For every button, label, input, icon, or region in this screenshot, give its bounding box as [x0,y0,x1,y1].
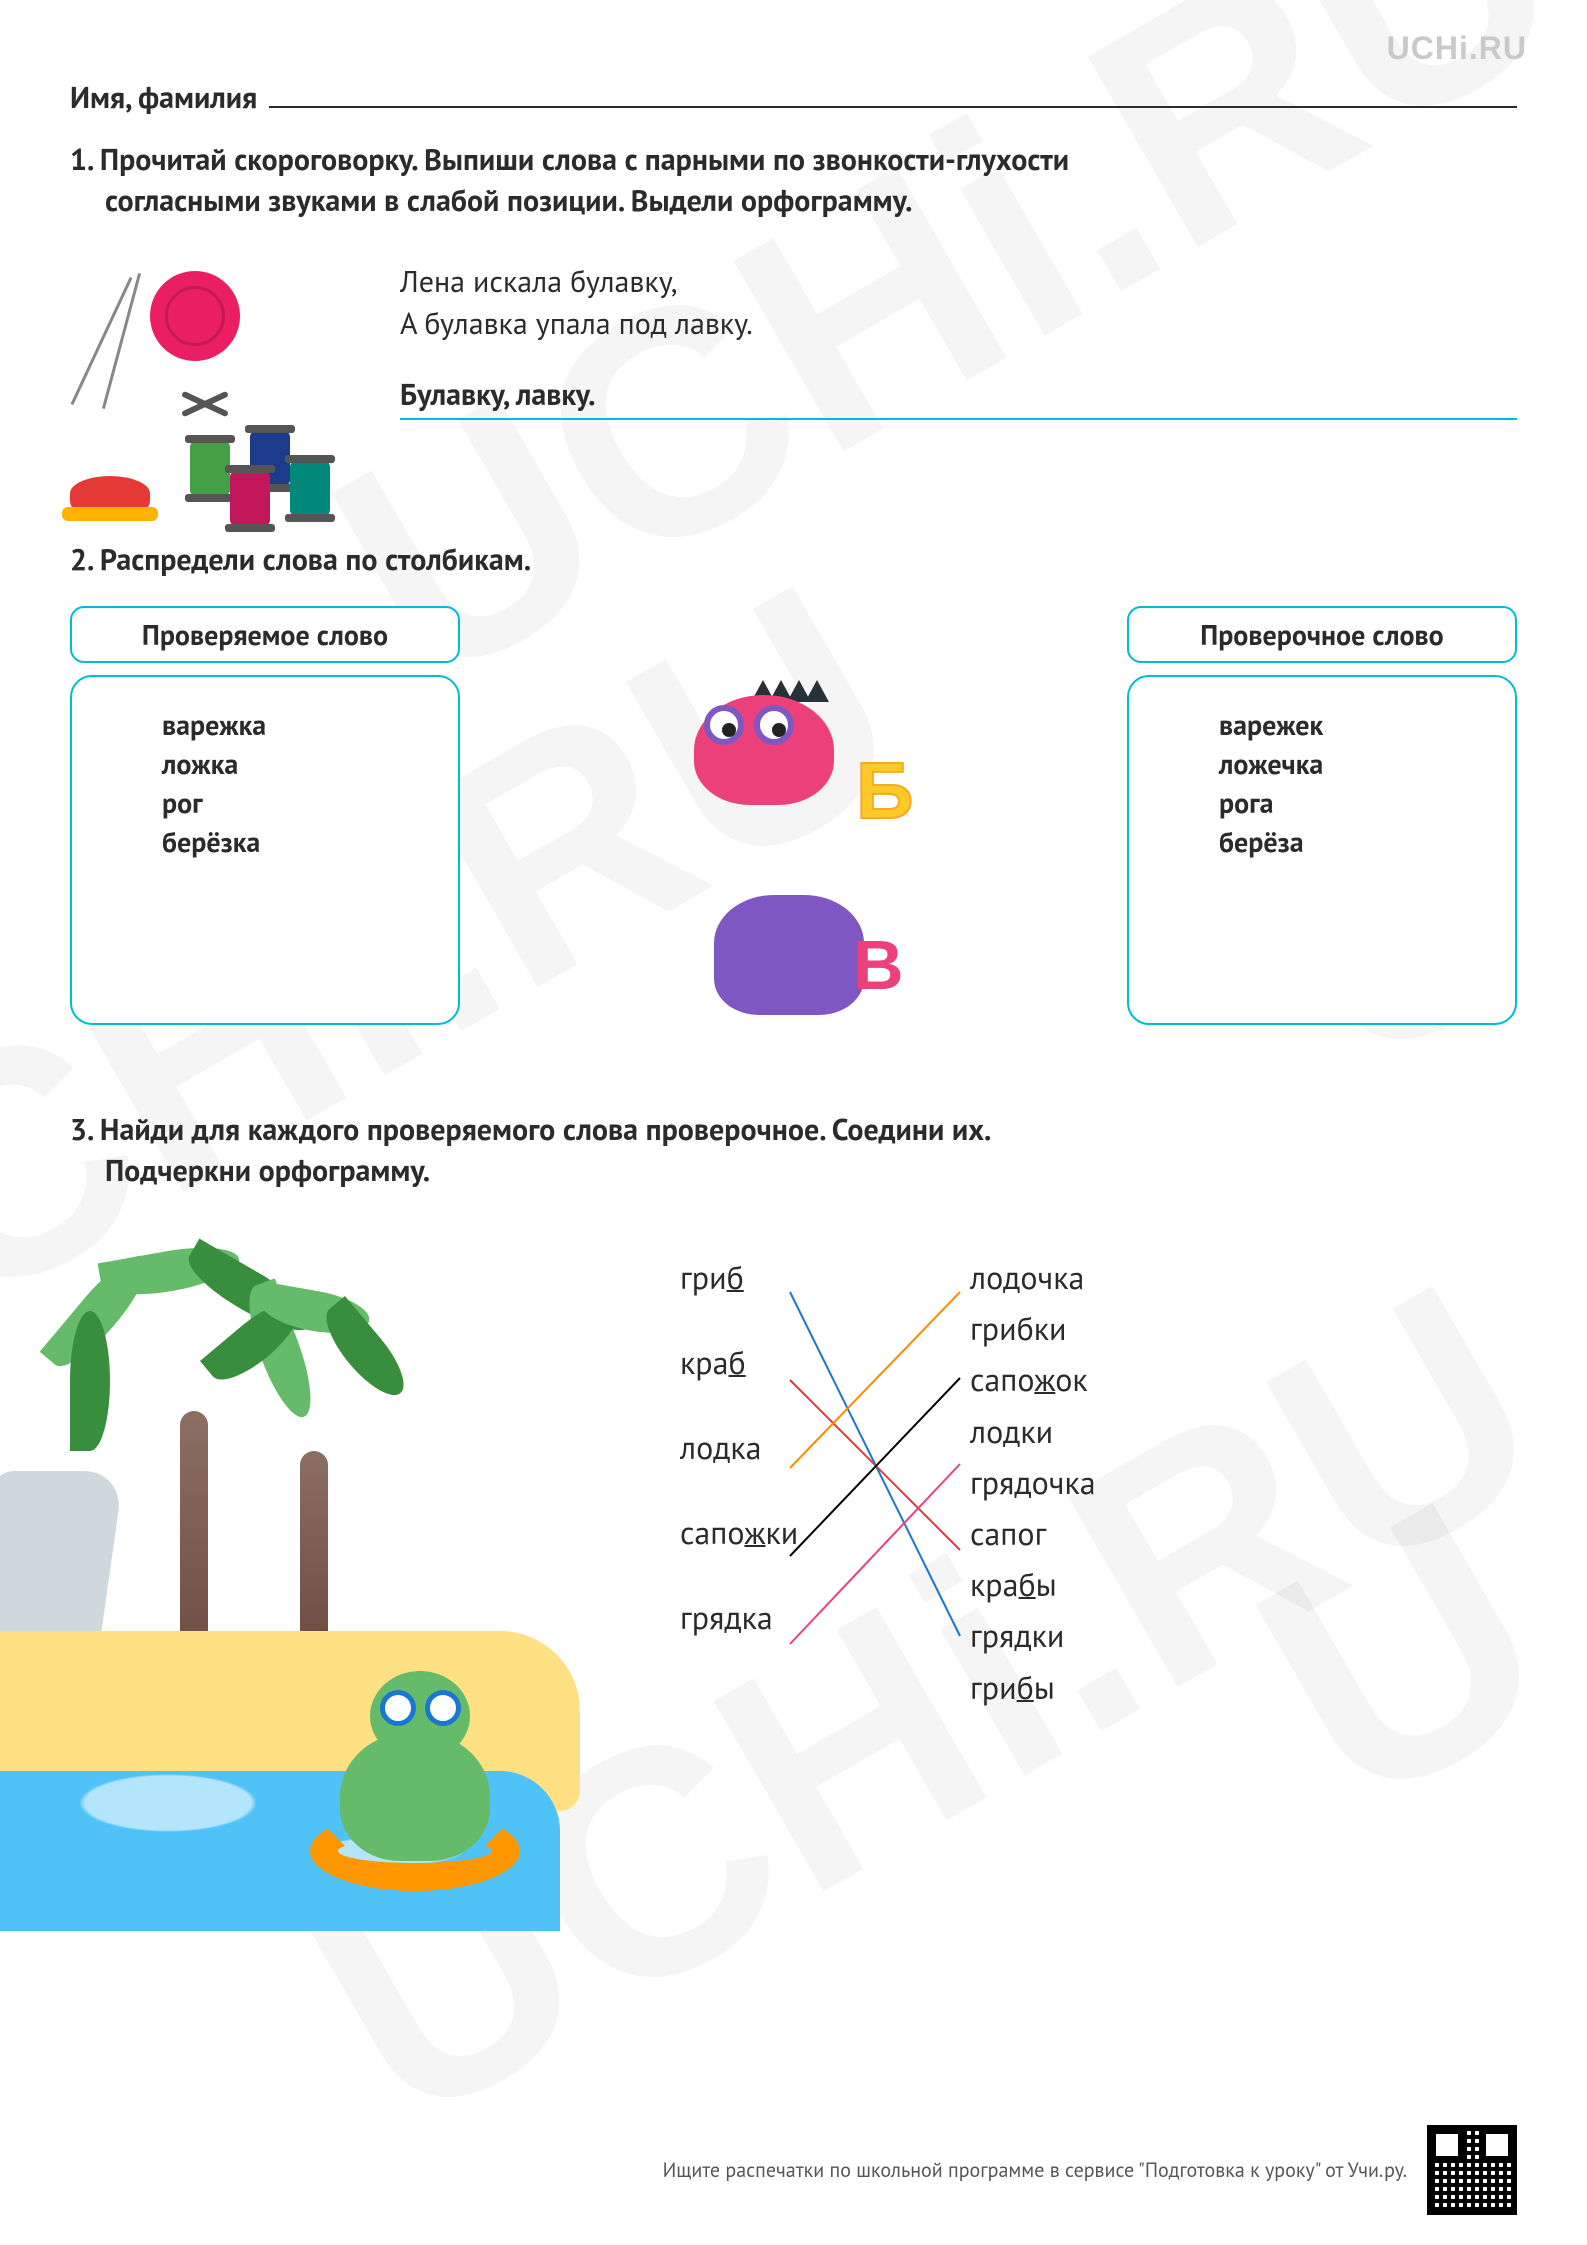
match-word[interactable]: сапожок [970,1358,1096,1401]
column-right: Проверочное слово варежекложечкарогаберё… [1127,606,1517,1025]
match-word[interactable]: краб [680,1341,798,1383]
word-item: ложечка [1219,744,1495,783]
task1-title-line1: 1. Прочитай скороговорку. Выпиши слова с… [70,140,1069,179]
footer-text: Ищите распечатки по школьной программе в… [663,2157,1407,2183]
qr-code-icon [1427,2125,1517,2215]
word-match-area[interactable]: гриб краб лодка сапожки грядка лодочка грибки… [640,1231,1517,1931]
yarn-ball-icon [150,271,240,361]
thread-spool-icon [290,461,330,516]
palm-leaves-icon [200,1291,460,1491]
column-left: Проверяемое слово варежкаложкарогберёзка [70,606,460,1025]
name-field-row: Имя, фамилия [70,78,1517,117]
match-word[interactable]: лодки [970,1410,1096,1453]
dino-body-icon [714,895,864,1015]
pincushion-icon [70,476,150,511]
column-left-box[interactable]: варежкаложкарогберёзка [70,675,460,1025]
match-word[interactable]: грядки [970,1614,1096,1657]
match-word[interactable]: крабы [970,1563,1096,1606]
name-label: Имя, фамилия [70,78,257,117]
match-word[interactable]: гриб [680,1256,798,1298]
task1-title: 1. Прочитай скороговорку. Выпиши слова с… [70,140,1517,221]
poem-line: А булавка упала под лавку. [400,303,1517,345]
name-input-line[interactable] [269,78,1517,108]
page-footer: Ищите распечатки по школьной программе в… [663,2125,1517,2215]
match-word[interactable]: сапожки [680,1511,798,1553]
task1-title-line2: согласными звуками в слабой позиции. Выд… [70,181,1517,222]
match-word[interactable]: грядочка [970,1461,1096,1504]
task3-title: 3. Найди для каждого проверяемого слова … [70,1110,1517,1191]
task-2: 2. Распредели слова по столбикам. Провер… [70,540,1517,1025]
task2-title: 2. Распредели слова по столбикам. [70,540,1517,581]
match-word[interactable]: лодочка [970,1256,1096,1299]
beach-scene-illustration [0,1231,640,1931]
task-1: 1. Прочитай скороговорку. Выпиши слова с… [70,140,1517,521]
brand-logo: UCHi.RU [1387,30,1527,67]
knitting-needle-icon [71,277,133,405]
word-item: рога [1219,783,1495,822]
letter-b-icon: Б [856,745,914,837]
word-item: варежек [1219,705,1495,744]
dino-mascot-illustration: Б В [654,655,934,1015]
dino-eye-icon [754,705,794,745]
word-item: берёза [1219,822,1495,861]
match-word[interactable]: грядка [680,1596,798,1638]
sewing-illustration [70,261,350,521]
word-item: рог [162,783,438,822]
task3-title-line2: Подчеркни орфограмму. [70,1151,1517,1192]
word-item: берёзка [162,822,438,861]
column-right-header: Проверочное слово [1127,606,1517,663]
match-word[interactable]: грибки [970,1307,1096,1350]
word-item: ложка [162,744,438,783]
dino-eye-icon [704,705,744,745]
dino-glasses-icon [380,1690,416,1726]
match-word[interactable]: лодка [680,1426,798,1468]
thread-spool-icon [230,471,270,526]
task1-answer[interactable]: Булавку, лавку. [400,375,1517,420]
word-item: варежка [162,705,438,744]
task3-title-line1: 3. Найди для каждого проверяемого слова … [70,1110,991,1149]
letter-v-icon: В [853,925,904,1005]
match-right-column: лодочка грибки сапожок лодки грядочка сапог кр… [970,1256,1096,1717]
scissors-icon [180,381,240,441]
match-word[interactable]: грибы [970,1666,1096,1709]
match-left-column: гриб краб лодка сапожки грядка [680,1256,798,1681]
dino-glasses-icon [425,1690,461,1726]
thread-spool-icon [190,441,230,496]
column-right-box[interactable]: варежекложечкарогаберёза [1127,675,1517,1025]
column-left-header: Проверяемое слово [70,606,460,663]
poem-line: Лена искала булавку, [400,261,1517,303]
task-3: 3. Найди для каждого проверяемого слова … [70,1110,1517,1931]
match-word[interactable]: сапог [970,1512,1096,1555]
